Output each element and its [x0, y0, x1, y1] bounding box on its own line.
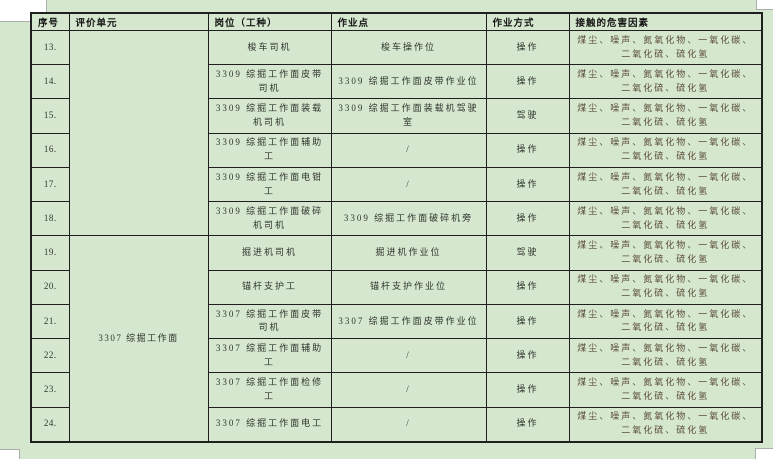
cell-hazard-factors[interactable]: 煤尘、噪声、氮氧化物、一氧化碳、二氧化硫、硫化氢 — [568, 201, 763, 237]
cell-position[interactable]: 3307 综掘工作面电工 — [207, 406, 332, 443]
cell-work-point[interactable]: 3309 综掘工作面装载机驾驶室 — [330, 98, 487, 134]
cell-work-method[interactable]: 驾驶 — [485, 235, 570, 271]
table-row: 14. 3309 综掘工作面皮带司机 3309 综掘工作面皮带作业位 操作 煤尘、噪声、… — [30, 64, 763, 100]
cell-hazard-factors[interactable]: 煤尘、噪声、氮氧化物、一氧化碳、二氧化硫、硫化氢 — [568, 303, 763, 340]
cell-work-point[interactable]: 3309 综掘工作面皮带作业位 — [330, 64, 487, 100]
table-body: 13. 梭车司机 梭车操作位 操作 煤尘、噪声、氮氧化物、一氧化碳、二氧化硫、硫化氢 14… — [30, 29, 763, 443]
table-row: 17. 3309 综掘工作面电钳工 / 操作 煤尘、噪声、氮氧化物、一氧化碳、二氧化硫、… — [30, 166, 763, 203]
cell-serial-number[interactable]: 15. — [30, 98, 70, 134]
cell-evaluation-unit[interactable] — [68, 29, 209, 237]
cell-hazard-factors[interactable]: 煤尘、噪声、氮氧化物、一氧化碳、二氧化硫、硫化氢 — [568, 166, 763, 203]
cell-hazard-factors[interactable]: 煤尘、噪声、氮氧化物、一氧化碳、二氧化硫、硫化氢 — [568, 406, 763, 443]
column-header-hazard-factors[interactable]: 接触的危害因素 — [568, 12, 763, 31]
column-header-evaluation-unit[interactable]: 评价单元 — [68, 12, 209, 31]
cell-hazard-factors[interactable]: 煤尘、噪声、氮氧化物、一氧化碳、二氧化硫、硫化氢 — [568, 29, 763, 66]
table-row: 24. 3307 综掘工作面电工 / 操作 煤尘、噪声、氮氧化物、一氧化碳、二氧化硫、硫… — [30, 406, 763, 443]
cell-serial-number[interactable]: 24. — [30, 406, 70, 443]
cell-serial-number[interactable]: 13. — [30, 29, 70, 66]
cell-evaluation-unit[interactable]: 3307 综掘工作面 — [68, 235, 209, 443]
cell-position[interactable]: 3309 综掘工作面电钳工 — [207, 166, 332, 203]
cell-position[interactable]: 3309 综掘工作面装载机司机 — [207, 98, 332, 134]
page-corner-artifact-top-right — [756, 0, 773, 10]
cell-work-method[interactable]: 操作 — [485, 166, 570, 203]
cell-position[interactable]: 3307 综掘工作面辅助工 — [207, 338, 332, 374]
cell-work-point[interactable]: 3309 综掘工作面破碎机旁 — [330, 201, 487, 237]
cell-work-method[interactable]: 操作 — [485, 29, 570, 66]
cell-work-point[interactable]: 掘进机作业位 — [330, 235, 487, 271]
cell-serial-number[interactable]: 20. — [30, 269, 70, 305]
cell-hazard-factors[interactable]: 煤尘、噪声、氮氧化物、一氧化碳、二氧化硫、硫化氢 — [568, 235, 763, 271]
cell-serial-number[interactable]: 16. — [30, 132, 70, 168]
page-corner-artifact-bottom-left — [0, 449, 20, 459]
cell-hazard-factors[interactable]: 煤尘、噪声、氮氧化物、一氧化碳、二氧化硫、硫化氢 — [568, 64, 763, 100]
cell-work-method[interactable]: 操作 — [485, 201, 570, 237]
cell-position[interactable]: 梭车司机 — [207, 29, 332, 66]
cell-work-point[interactable]: / — [330, 406, 487, 443]
cell-position[interactable]: 掘进机司机 — [207, 235, 332, 271]
cell-work-point[interactable]: / — [330, 372, 487, 408]
cell-position[interactable]: 3309 综掘工作面辅助工 — [207, 132, 332, 168]
column-header-work-point[interactable]: 作业点 — [330, 12, 487, 31]
cell-hazard-factors[interactable]: 煤尘、噪声、氮氧化物、一氧化碳、二氧化硫、硫化氢 — [568, 372, 763, 408]
cell-hazard-factors[interactable]: 煤尘、噪声、氮氧化物、一氧化碳、二氧化硫、硫化氢 — [568, 132, 763, 168]
cell-work-point[interactable]: 锚杆支护作业位 — [330, 269, 487, 305]
column-header-serial[interactable]: 序号 — [30, 12, 70, 31]
cell-work-method[interactable]: 驾驶 — [485, 98, 570, 134]
cell-work-point[interactable]: / — [330, 166, 487, 203]
table-row: 15. 3309 综掘工作面装载机司机 3309 综掘工作面装载机驾驶室 驾驶 煤尘、噪… — [30, 98, 763, 134]
hazard-factors-table: 序号 评价单元 岗位（工种） 作业点 作业方式 接触的危害因素 13. 梭车司机梭… — [30, 12, 763, 443]
cell-position[interactable]: 3307 综掘工作面皮带司机 — [207, 303, 332, 340]
cell-serial-number[interactable]: 18. — [30, 201, 70, 237]
cell-hazard-factors[interactable]: 煤尘、噪声、氮氧化物、一氧化碳、二氧化硫、硫化氢 — [568, 269, 763, 305]
cell-hazard-factors[interactable]: 煤尘、噪声、氮氧化物、一氧化碳、二氧化硫、硫化氢 — [568, 98, 763, 134]
cell-position[interactable]: 3307 综掘工作面检修工 — [207, 372, 332, 408]
cell-work-method[interactable]: 操作 — [485, 406, 570, 443]
cell-work-method[interactable]: 操作 — [485, 338, 570, 374]
cell-work-point[interactable]: 梭车操作位 — [330, 29, 487, 66]
table-row: 16. 3309 综掘工作面辅助工 / 操作 煤尘、噪声、氮氧化物、一氧化碳、二氧化硫、… — [30, 132, 763, 168]
cell-work-point[interactable]: / — [330, 132, 487, 168]
cell-work-method[interactable]: 操作 — [485, 64, 570, 100]
cell-position[interactable]: 3309 综掘工作面皮带司机 — [207, 64, 332, 100]
cell-work-point[interactable]: / — [330, 338, 487, 374]
header-row: 序号 评价单元 岗位（工种） 作业点 作业方式 接触的危害因素 — [30, 12, 763, 31]
cell-serial-number[interactable]: 23. — [30, 372, 70, 408]
cell-work-method[interactable]: 操作 — [485, 303, 570, 340]
column-header-position[interactable]: 岗位（工种） — [207, 12, 332, 31]
cell-serial-number[interactable]: 17. — [30, 166, 70, 203]
cell-work-method[interactable]: 操作 — [485, 372, 570, 408]
table-row: 22. 3307 综掘工作面辅助工 / 操作 煤尘、噪声、氮氧化物、一氧化碳、二氧化硫、… — [30, 338, 763, 374]
column-header-work-method[interactable]: 作业方式 — [485, 12, 570, 31]
cell-serial-number[interactable]: 19. — [30, 235, 70, 271]
cell-serial-number[interactable]: 22. — [30, 338, 70, 374]
table-row: 13. 梭车司机 梭车操作位 操作 煤尘、噪声、氮氧化物、一氧化碳、二氧化硫、硫化氢 — [30, 29, 763, 237]
cell-serial-number[interactable]: 21. — [30, 303, 70, 340]
cell-hazard-factors[interactable]: 煤尘、噪声、氮氧化物、一氧化碳、二氧化硫、硫化氢 — [568, 338, 763, 374]
page-corner-artifact-bottom-right — [755, 448, 773, 459]
cell-work-method[interactable]: 操作 — [485, 132, 570, 168]
table-row: 23. 3307 综掘工作面检修工 / 操作 煤尘、噪声、氮氧化物、一氧化碳、二氧化硫、… — [30, 372, 763, 408]
cell-work-method[interactable]: 操作 — [485, 269, 570, 305]
cell-position[interactable]: 3309 综掘工作面破碎机司机 — [207, 201, 332, 237]
table-row: 19. 3307 综掘工作面 掘进机司机 掘进机作业位 驾驶 煤尘、噪声、氮氧化物、一氧化… — [30, 235, 763, 443]
table-row: 18. 3309 综掘工作面破碎机司机 3309 综掘工作面破碎机旁 操作 煤尘、噪声、… — [30, 201, 763, 237]
cell-serial-number[interactable]: 14. — [30, 64, 70, 100]
cell-position[interactable]: 锚杆支护工 — [207, 269, 332, 305]
cell-work-point[interactable]: 3307 综掘工作面皮带作业位 — [330, 303, 487, 340]
